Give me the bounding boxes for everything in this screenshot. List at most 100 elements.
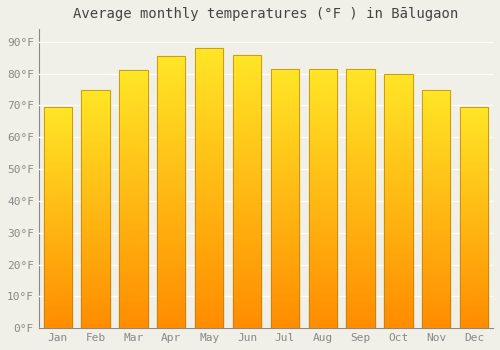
Bar — [460, 238, 488, 240]
Bar — [233, 285, 261, 287]
Bar — [422, 140, 450, 142]
Bar — [460, 297, 488, 300]
Bar — [346, 268, 375, 271]
Bar — [119, 228, 148, 230]
Bar — [422, 247, 450, 250]
Bar — [44, 215, 72, 218]
Bar — [82, 326, 110, 328]
Bar — [119, 119, 148, 122]
Bar — [346, 162, 375, 165]
Bar — [82, 264, 110, 266]
Bar — [346, 175, 375, 178]
Bar — [82, 302, 110, 304]
Bar — [233, 205, 261, 208]
Bar — [308, 196, 337, 198]
Bar — [157, 323, 186, 326]
Bar — [44, 242, 72, 244]
Bar — [384, 201, 412, 203]
Bar — [44, 147, 72, 149]
Bar — [346, 84, 375, 87]
Bar — [346, 103, 375, 105]
Bar — [308, 69, 337, 71]
Bar — [308, 243, 337, 245]
Bar — [82, 261, 110, 264]
Bar — [82, 230, 110, 233]
Bar — [82, 140, 110, 142]
Bar — [460, 178, 488, 180]
Bar — [308, 69, 337, 328]
Bar — [195, 256, 224, 258]
Bar — [460, 215, 488, 218]
Bar — [233, 295, 261, 298]
Bar — [195, 54, 224, 57]
Bar — [384, 298, 412, 300]
Bar — [346, 121, 375, 123]
Bar — [308, 123, 337, 126]
Bar — [157, 151, 186, 154]
Bar — [422, 271, 450, 273]
Bar — [82, 221, 110, 223]
Bar — [44, 213, 72, 215]
Bar — [460, 127, 488, 129]
Bar — [308, 219, 337, 222]
Bar — [195, 93, 224, 96]
Bar — [270, 178, 299, 180]
Bar — [44, 304, 72, 306]
Bar — [460, 145, 488, 147]
Bar — [308, 248, 337, 250]
Bar — [384, 252, 412, 254]
Bar — [346, 206, 375, 209]
Bar — [270, 276, 299, 279]
Bar — [44, 310, 72, 313]
Bar — [346, 253, 375, 255]
Bar — [270, 196, 299, 198]
Bar — [308, 323, 337, 326]
Bar — [119, 191, 148, 194]
Bar — [308, 126, 337, 128]
Bar — [384, 237, 412, 239]
Bar — [308, 116, 337, 118]
Bar — [233, 306, 261, 309]
Bar — [195, 250, 224, 253]
Bar — [44, 275, 72, 277]
Bar — [82, 199, 110, 202]
Bar — [233, 65, 261, 68]
Bar — [195, 323, 224, 326]
Bar — [422, 90, 450, 92]
Bar — [82, 152, 110, 154]
Bar — [308, 183, 337, 186]
Bar — [44, 111, 72, 114]
Bar — [308, 222, 337, 224]
Bar — [422, 159, 450, 161]
Bar — [422, 104, 450, 106]
Bar — [157, 219, 186, 222]
Bar — [422, 99, 450, 102]
Bar — [422, 233, 450, 235]
Bar — [460, 164, 488, 167]
Bar — [233, 320, 261, 323]
Bar — [82, 211, 110, 214]
Bar — [460, 295, 488, 297]
Bar — [233, 317, 261, 320]
Bar — [384, 147, 412, 150]
Bar — [384, 99, 412, 102]
Bar — [270, 152, 299, 154]
Bar — [270, 300, 299, 302]
Bar — [460, 211, 488, 213]
Bar — [270, 204, 299, 206]
Bar — [346, 196, 375, 198]
Bar — [346, 307, 375, 310]
Bar — [308, 90, 337, 92]
Bar — [270, 320, 299, 323]
Bar — [233, 153, 261, 156]
Bar — [422, 204, 450, 206]
Bar — [270, 173, 299, 175]
Bar — [233, 134, 261, 136]
Bar — [82, 125, 110, 128]
Bar — [346, 141, 375, 144]
Bar — [44, 229, 72, 231]
Bar — [119, 166, 148, 168]
Bar — [346, 245, 375, 248]
Bar — [460, 198, 488, 200]
Bar — [119, 125, 148, 127]
